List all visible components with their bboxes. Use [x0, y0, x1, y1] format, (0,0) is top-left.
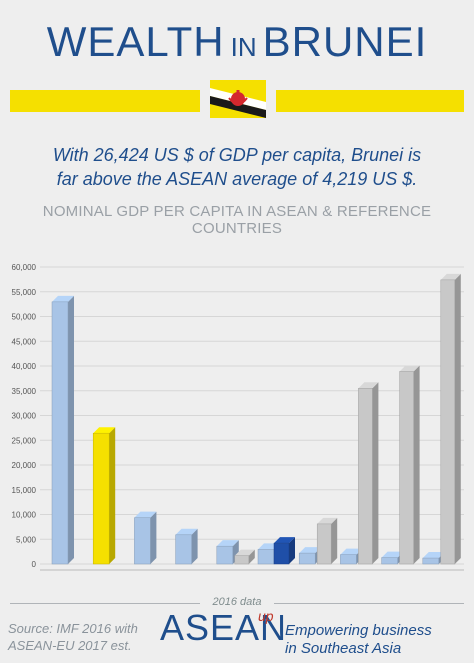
bar-singapore — [51, 301, 69, 565]
y-tick-label: 25,000 — [12, 436, 37, 445]
bar-vietnam — [298, 552, 316, 565]
tagline-line-1: Empowering business — [285, 622, 432, 639]
bar-brunei — [92, 432, 110, 565]
y-tick-label: 5,000 — [16, 535, 37, 544]
bar-top-vietnam — [299, 547, 322, 554]
y-tick-label: 40,000 — [12, 362, 37, 371]
tagline-line-2: in Southeast Asia — [285, 640, 402, 657]
bar-top-brunei — [93, 427, 116, 434]
y-tick-label: 0 — [32, 560, 37, 569]
subtitle-line-1: With 26,424 US $ of GDP per capita, Brun… — [52, 145, 422, 165]
bar-side-china — [331, 517, 338, 564]
y-tick-label: 55,000 — [12, 288, 37, 297]
title-wealth: WEALTH — [46, 18, 225, 65]
bar-asean — [273, 542, 290, 565]
bar-japan — [399, 371, 414, 565]
y-tick-label: 15,000 — [12, 486, 37, 495]
bar-top-eu — [358, 382, 379, 389]
bar-side-asean — [289, 537, 295, 564]
bar-usa — [440, 279, 456, 565]
bar-china — [316, 523, 332, 565]
source-line-1: Source: IMF 2016 with — [8, 621, 138, 636]
title-in: IN — [230, 32, 257, 62]
bar-myanmar — [381, 557, 398, 565]
y-tick-label: 35,000 — [12, 387, 37, 396]
page-title: WEALTH IN BRUNEI — [0, 18, 474, 66]
y-tick-label: 50,000 — [12, 313, 37, 322]
bar-side-usa — [454, 273, 461, 564]
bar-eu — [358, 388, 373, 565]
data-year: 2016 data — [212, 596, 262, 608]
bar-top-japan — [399, 365, 420, 372]
y-tick-label: 30,000 — [12, 412, 37, 421]
bar-laos — [340, 554, 357, 565]
y-tick-label: 60,000 — [12, 263, 37, 272]
y-tick-label: 20,000 — [12, 461, 37, 470]
bar-thailand — [175, 534, 192, 565]
bar-top-malaysia — [134, 511, 157, 518]
bar-top-myanmar — [381, 551, 404, 558]
bar-side-thailand — [191, 528, 198, 564]
source-line-2: ASEAN-EU 2017 est. — [8, 638, 132, 653]
bar-top-asean — [274, 537, 295, 544]
bar-top-china — [317, 517, 338, 524]
bar-philippines — [257, 549, 275, 565]
bar-top-india — [234, 549, 255, 556]
bar-top-indonesia — [216, 540, 239, 547]
brunei-flag-icon — [210, 80, 266, 118]
bar-top-thailand — [175, 528, 198, 535]
bar-top-singapore — [52, 295, 74, 302]
bar-side-brunei — [109, 427, 116, 564]
y-tick-label: 10,000 — [12, 511, 37, 520]
bar-top-laos — [340, 548, 363, 555]
divider-right — [274, 603, 464, 604]
brand-logo-sup: up — [258, 608, 274, 624]
chart-title: NOMINAL GDP PER CAPITA IN ASEAN & REFERE… — [42, 203, 432, 237]
brand-logo[interactable]: ASEAN — [160, 607, 288, 648]
gdp-bar-chart: 0 5,000 10,000 15,000 20,000 25,000 30,000 35,0… — [12, 263, 464, 571]
bar-side-india — [248, 549, 255, 564]
bar-cambodia — [422, 557, 440, 565]
bar-side-malaysia — [150, 511, 157, 564]
bar-side-singapore — [68, 295, 74, 564]
bar-side-japan — [413, 365, 420, 564]
bar-side-eu — [372, 382, 379, 564]
source-note: Source: IMF 2016 with ASEAN-EU 2017 est. — [8, 620, 138, 654]
yellow-band-left — [10, 90, 200, 112]
bar-malaysia — [134, 517, 151, 565]
y-tick-label: 45,000 — [12, 337, 37, 346]
subtitle-line-2: far above the ASEAN average of 4,219 US … — [56, 169, 418, 189]
yellow-band-right — [276, 90, 464, 112]
bar-top-cambodia — [422, 552, 445, 559]
divider-left — [10, 603, 200, 604]
bar-indonesia — [216, 545, 234, 565]
bar-top-usa — [440, 273, 461, 280]
title-brunei: BRUNEI — [262, 18, 428, 65]
tagline: Empowering business in Southeast Asia — [285, 622, 432, 658]
subtitle: With 26,424 US $ of GDP per capita, Brun… — [0, 143, 474, 191]
bar-india — [234, 555, 250, 565]
